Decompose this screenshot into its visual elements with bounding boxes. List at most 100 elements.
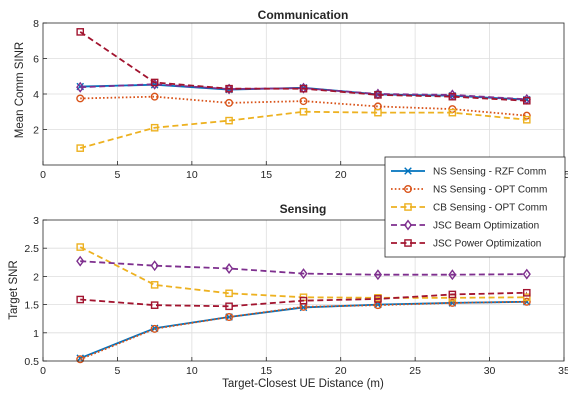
- legend-label: JSC Power Optimization: [433, 239, 541, 250]
- sens-data-point: [150, 301, 159, 309]
- sensing-axes-box: [42, 219, 565, 362]
- sens-data-point: [522, 268, 531, 280]
- sens-series-line: [80, 291, 527, 308]
- comm-data-point: [299, 97, 308, 106]
- sensing-y-axis-label: Target SNR: [8, 260, 20, 319]
- communication-y-axis-label: Mean Comm SINR: [14, 42, 26, 139]
- comm-data-point: [299, 84, 308, 93]
- sens-data-point: [150, 324, 159, 333]
- comm-data-point: [522, 96, 531, 105]
- sens-data-point: [448, 269, 457, 281]
- sens-series-0: [76, 297, 531, 362]
- comm-y-tick-label: 4: [33, 89, 39, 101]
- comm-data-point: [76, 81, 85, 93]
- legend-label: JSC Beam Optimization: [433, 221, 539, 232]
- sens-data-point: [225, 302, 233, 311]
- sens-y-tick-label: 3: [33, 215, 39, 227]
- comm-data-point: [522, 115, 531, 124]
- legend-swatch-marker: [404, 167, 412, 175]
- communication-grid: [43, 23, 564, 165]
- sensing-title: Sensing: [280, 202, 327, 216]
- legend-label: CB Sensing - OPT Comm: [433, 203, 547, 214]
- sens-data-point: [299, 296, 308, 305]
- sens-data-point: [373, 269, 383, 281]
- comm-x-tick-label: 10: [186, 169, 198, 181]
- sens-x-tick-label: 35: [558, 365, 568, 377]
- legend-entry-3: JSC Beam Optimization: [391, 219, 539, 232]
- comm-data-point: [448, 108, 457, 117]
- sens-y-tick-label: 0.5: [24, 356, 39, 368]
- legend-swatch-marker: [404, 239, 412, 247]
- legend-swatch-marker: [404, 203, 412, 211]
- sens-data-point: [150, 281, 159, 289]
- comm-y-tick-label: 8: [33, 18, 39, 30]
- comm-data-point: [225, 98, 234, 107]
- comm-data-point: [76, 28, 85, 36]
- comm-y-tick-label: 2: [33, 125, 39, 137]
- comm-data-point: [448, 92, 457, 101]
- sens-y-tick-label: 2: [33, 271, 39, 283]
- communication-title: Communication: [258, 8, 349, 22]
- comm-x-tick-label: 20: [335, 169, 347, 181]
- comm-data-point: [76, 144, 85, 152]
- comm-series-line: [79, 31, 527, 102]
- sensing-x-axis-label: Target-Closest UE Distance (m): [222, 378, 384, 390]
- comm-series-2: [76, 107, 531, 152]
- comm-y-tick-label: 6: [33, 54, 39, 66]
- sens-data-point: [299, 268, 308, 280]
- comm-series-4: [76, 28, 531, 105]
- sens-x-tick-label: 10: [186, 365, 198, 377]
- sens-series-1: [76, 297, 531, 364]
- sensing-series: [76, 243, 531, 364]
- sens-series-4: [76, 288, 531, 311]
- sens-data-point: [76, 295, 85, 304]
- sens-data-point: [225, 289, 233, 298]
- comm-data-point: [150, 92, 159, 101]
- comm-data-point: [150, 78, 159, 87]
- sens-data-point: [448, 298, 457, 307]
- legend-swatch-marker: [404, 184, 413, 193]
- sens-data-point: [374, 295, 382, 303]
- comm-data-point: [225, 84, 233, 93]
- sens-data-point: [448, 290, 457, 299]
- comm-data-point: [374, 91, 382, 99]
- sens-series-line: [80, 260, 527, 276]
- comm-data-point: [150, 123, 159, 132]
- sens-x-tick-label: 15: [260, 365, 272, 377]
- comm-data-point: [299, 107, 308, 116]
- sens-data-point: [224, 263, 234, 274]
- sens-data-point: [522, 288, 531, 297]
- legend-entry-2: CB Sensing - OPT Comm: [391, 203, 547, 214]
- sens-data-point: [150, 260, 159, 272]
- legend-label: NS Sensing - RZF Comm: [433, 167, 546, 178]
- comm-x-tick-label: 15: [260, 169, 272, 181]
- sens-x-tick-label: 20: [335, 365, 347, 377]
- communication-series: [76, 28, 531, 152]
- comm-data-point: [225, 116, 233, 125]
- sens-series-3: [76, 255, 531, 281]
- sens-data-point: [522, 293, 531, 302]
- communication-plot: Communication Mean Comm SINR 05101520253…: [14, 8, 568, 181]
- legend-label: NS Sensing - OPT Comm: [433, 185, 547, 196]
- sens-data-point: [225, 313, 234, 322]
- sens-data-point: [76, 243, 85, 251]
- sens-data-point: [522, 297, 531, 306]
- legend: NS Sensing - RZF Comm NS Sensing - OPT Co…: [384, 156, 566, 258]
- sens-data-point: [76, 255, 85, 267]
- comm-series-line: [79, 110, 527, 150]
- sens-y-tick-label: 2.5: [24, 243, 39, 255]
- comm-data-point: [76, 94, 85, 103]
- legend-entry-1: NS Sensing - OPT Comm: [391, 185, 547, 196]
- comm-data-point: [150, 78, 159, 90]
- sens-y-tick-label: 1.5: [24, 300, 39, 312]
- legend-entry-4: JSC Power Optimization: [391, 239, 541, 250]
- sens-x-tick-label: 0: [40, 365, 46, 377]
- sens-series-line: [79, 300, 527, 361]
- sens-x-tick-label: 30: [484, 365, 496, 377]
- comm-x-tick-label: 5: [115, 169, 121, 181]
- sens-y-tick-label: 1: [33, 328, 39, 340]
- legend-swatch-marker: [403, 219, 413, 231]
- sensing-ticks: 0 5 10 15 20 25 30 35 0.5 1 1.5 2 2.5 3: [24, 215, 568, 377]
- sensing-plot: Sensing Target SNR Target-Closest UE Dis…: [8, 202, 568, 390]
